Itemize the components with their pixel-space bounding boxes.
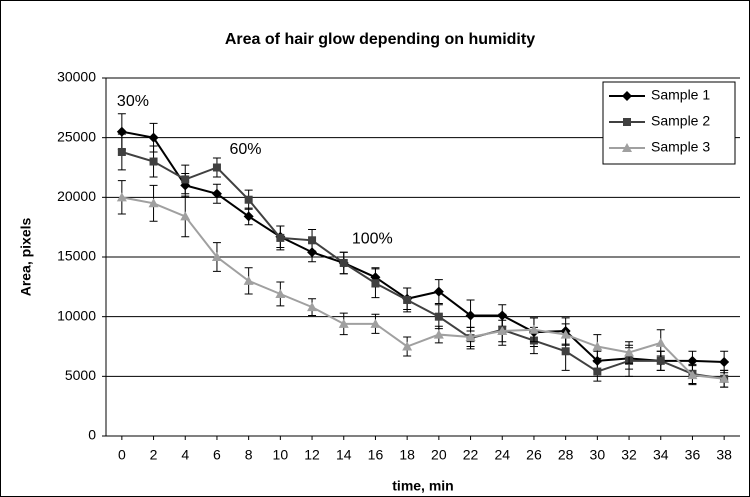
x-tick-label: 38 — [716, 447, 732, 463]
marker — [275, 288, 286, 298]
marker — [719, 357, 730, 368]
x-tick-label: 10 — [273, 447, 289, 463]
marker — [244, 195, 253, 204]
x-tick-label: 14 — [336, 447, 352, 463]
marker — [276, 233, 285, 242]
x-tick-label: 4 — [181, 447, 189, 463]
marker — [338, 318, 349, 328]
chart-title: Area of hair glow depending on humidity — [225, 31, 535, 48]
marker — [593, 367, 602, 376]
marker — [307, 302, 318, 312]
x-tick-label: 28 — [558, 447, 574, 463]
marker — [403, 295, 412, 304]
y-tick-label: 10000 — [57, 307, 96, 323]
series-line — [121, 151, 725, 380]
marker — [656, 356, 665, 365]
x-tick-label: 30 — [590, 447, 606, 463]
y-tick-label: 15000 — [57, 248, 96, 264]
marker — [465, 310, 476, 321]
y-tick-label: 0 — [88, 427, 96, 443]
x-tick-label: 22 — [463, 447, 479, 463]
marker — [433, 329, 444, 339]
x-tick-label: 16 — [368, 447, 384, 463]
marker — [117, 147, 126, 156]
x-tick-label: 8 — [245, 447, 253, 463]
marker — [181, 175, 190, 184]
marker — [592, 341, 603, 351]
marker — [465, 331, 476, 341]
legend-label: Sample 3 — [651, 139, 710, 155]
x-tick-label: 12 — [304, 447, 320, 463]
marker — [560, 329, 571, 339]
marker — [624, 347, 635, 357]
y-tick-label: 25000 — [57, 128, 96, 144]
x-tick-label: 0 — [118, 447, 126, 463]
marker — [561, 347, 570, 356]
annotation: 30% — [117, 93, 149, 110]
series-line — [121, 130, 725, 364]
y-tick-label: 20000 — [57, 188, 96, 204]
marker — [433, 286, 444, 297]
marker — [307, 247, 318, 258]
x-tick-label: 32 — [621, 447, 637, 463]
x-tick-label: 6 — [213, 447, 221, 463]
marker — [148, 132, 159, 143]
marker — [148, 198, 159, 208]
x-axis-label: time, min — [392, 478, 453, 494]
x-tick-label: 36 — [685, 447, 701, 463]
x-tick-label: 18 — [399, 447, 415, 463]
marker — [212, 163, 221, 172]
marker — [623, 118, 631, 126]
marker — [211, 252, 222, 261]
marker — [687, 355, 698, 366]
annotation: 100% — [352, 230, 393, 247]
marker — [149, 157, 158, 166]
marker — [180, 211, 191, 221]
marker — [402, 341, 413, 351]
marker — [308, 236, 317, 245]
y-tick-label: 5000 — [65, 367, 96, 383]
x-tick-label: 26 — [526, 447, 542, 463]
marker — [622, 143, 632, 152]
x-tick-label: 20 — [431, 447, 447, 463]
marker — [719, 373, 730, 383]
marker — [622, 91, 632, 101]
legend-label: Sample 1 — [651, 87, 710, 103]
y-tick-label: 30000 — [57, 69, 96, 85]
marker — [116, 192, 127, 202]
x-tick-label: 2 — [150, 447, 158, 463]
marker — [211, 188, 222, 199]
marker — [434, 312, 443, 321]
marker — [370, 318, 381, 328]
marker — [243, 275, 254, 285]
marker — [339, 258, 348, 267]
series-line — [121, 196, 725, 380]
marker — [687, 370, 698, 380]
marker — [497, 325, 508, 335]
annotation: 60% — [229, 141, 261, 158]
legend-label: Sample 2 — [651, 113, 710, 129]
y-axis-label: Area, pixels — [18, 217, 34, 296]
marker — [655, 337, 666, 347]
marker — [528, 324, 539, 334]
x-tick-label: 34 — [653, 447, 669, 463]
marker — [371, 279, 380, 288]
x-tick-label: 24 — [494, 447, 510, 463]
marker — [243, 211, 254, 222]
